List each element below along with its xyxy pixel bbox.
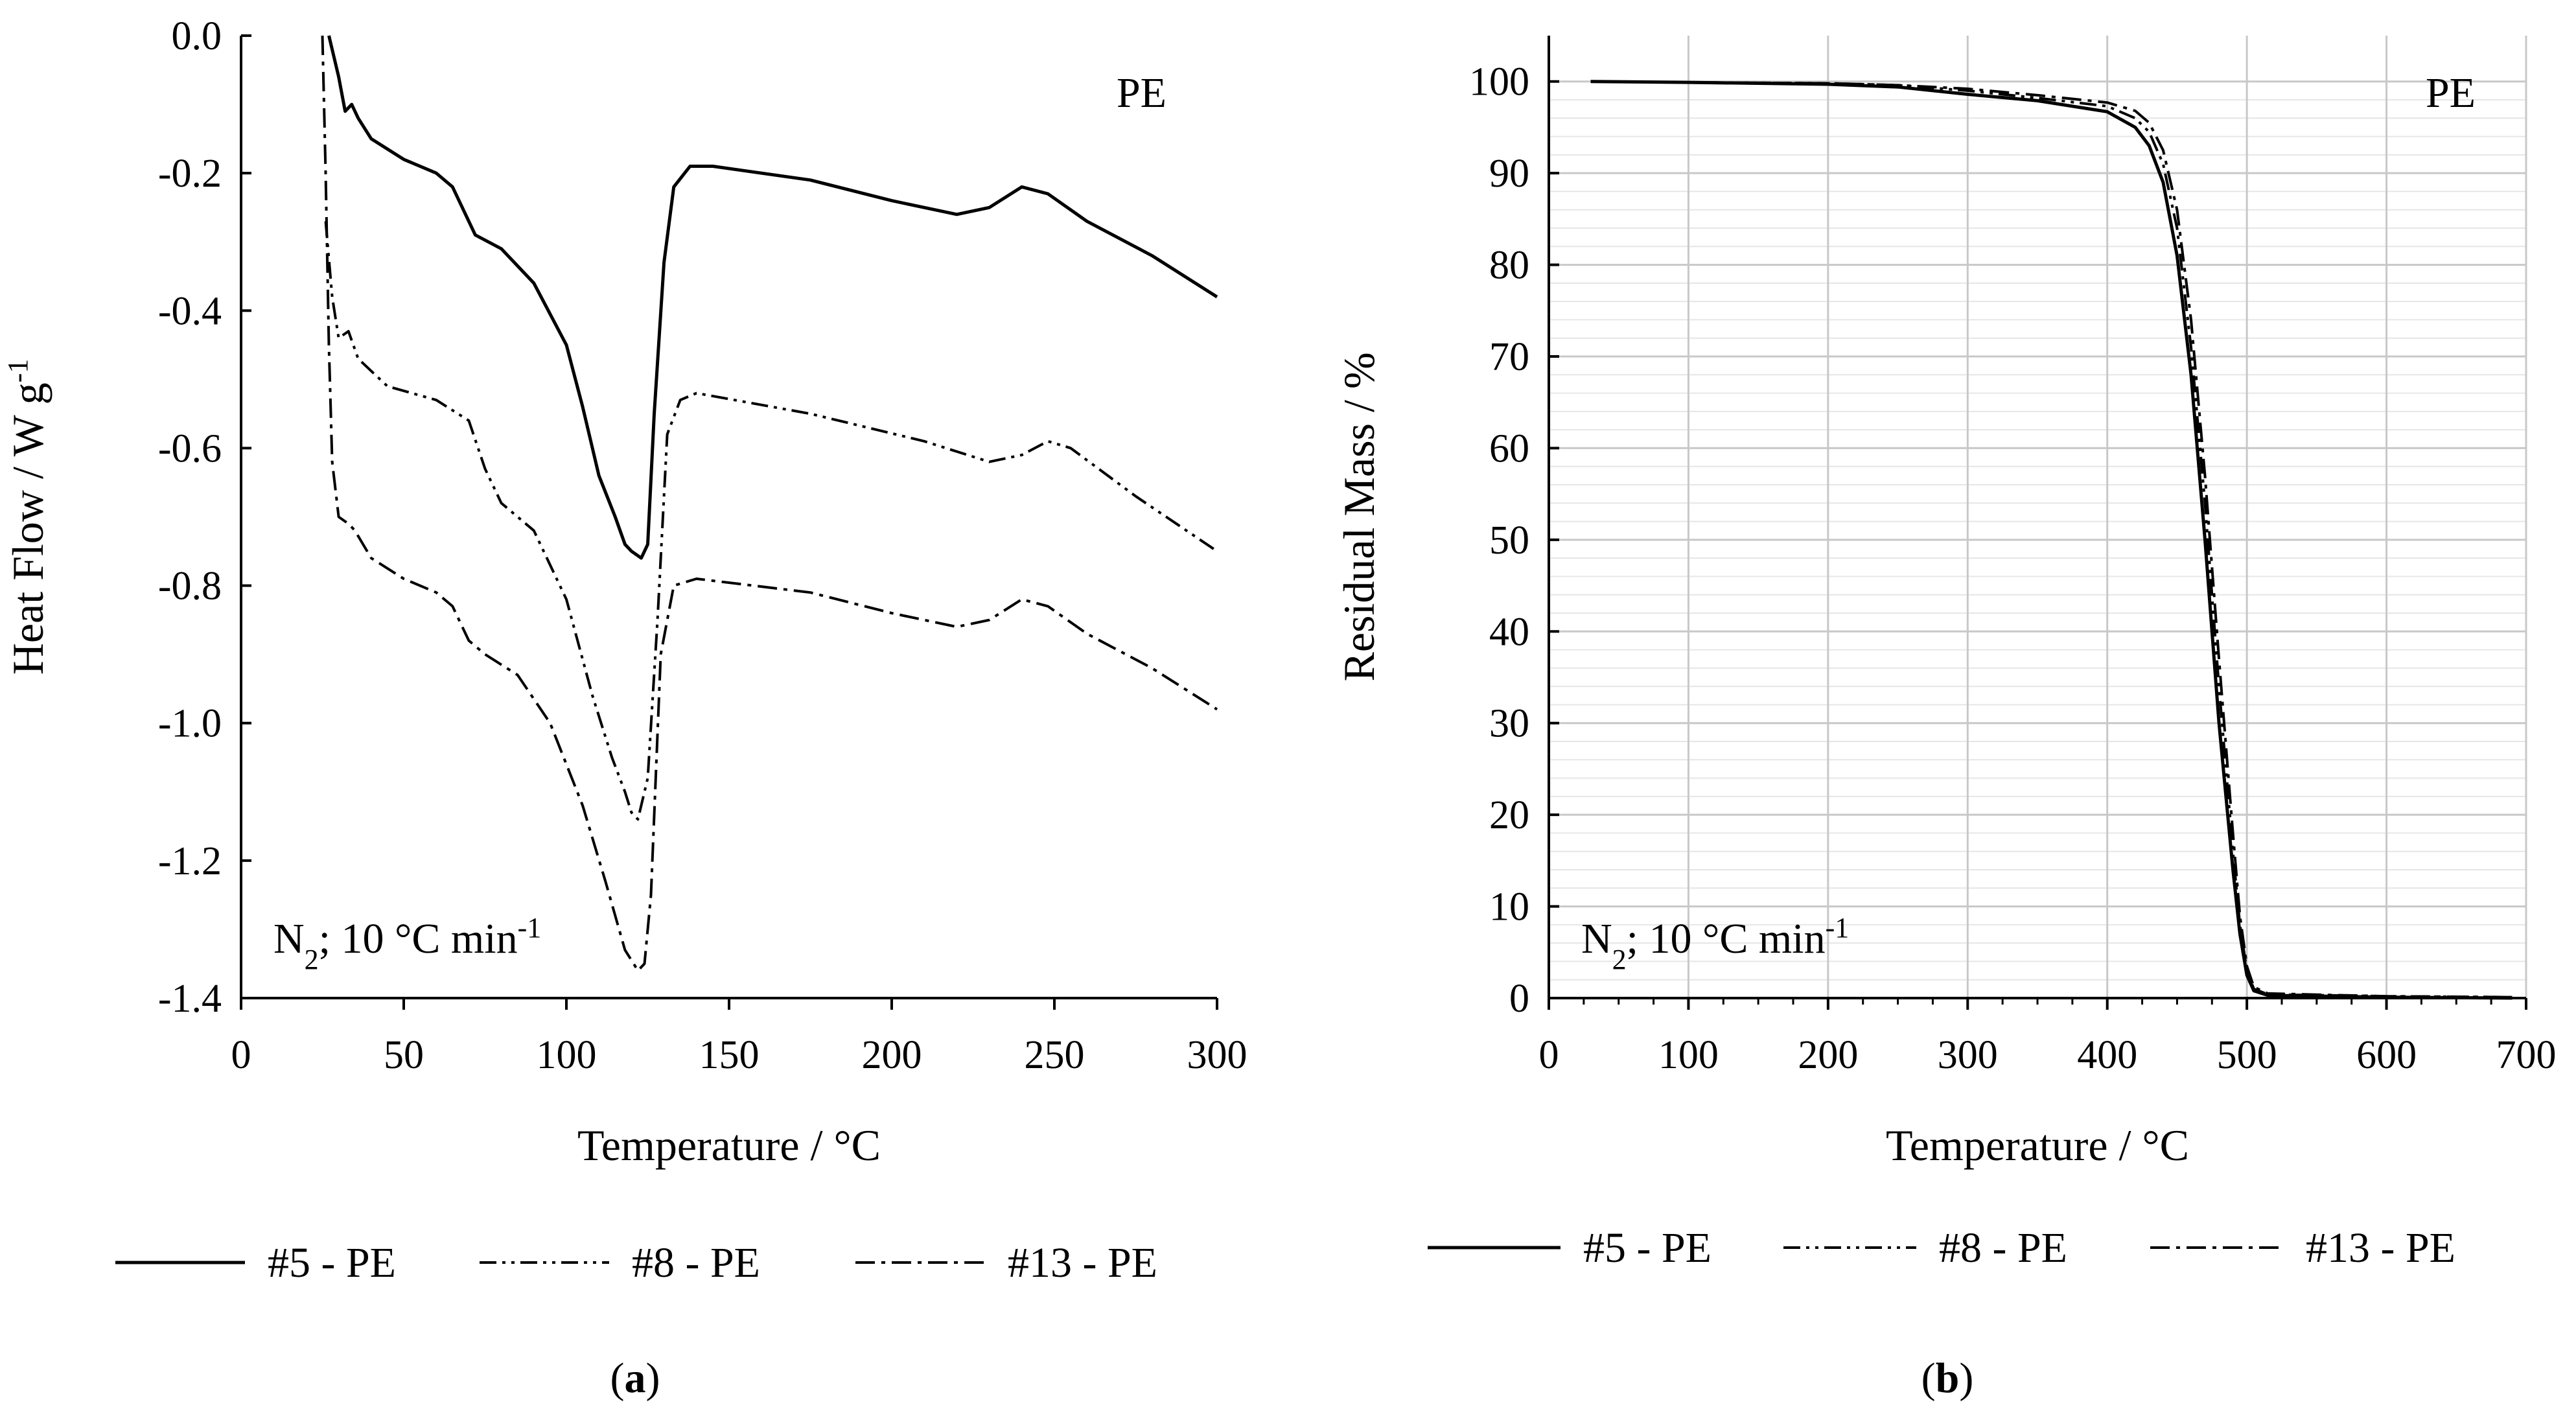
panel-a: 0.0 -0.2 -0.4 -0.6 -0.8 -1.0 -1.2 -1.40 50 100 150…	[2, 14, 1247, 1402]
x-tick-label: 500	[2217, 1033, 2277, 1077]
caption-open: (	[1921, 1355, 1936, 1402]
condition-superscript: -1	[1826, 912, 1850, 944]
x-tick-label: 300	[1187, 1033, 1247, 1077]
legend-label-1: #5 - PE	[268, 1239, 396, 1286]
x-tick-label: 100	[1658, 1033, 1719, 1077]
y-tick-label: 80	[1489, 244, 1529, 288]
gridlines	[1549, 36, 2527, 999]
y-tick-label: 0	[1509, 977, 1529, 1021]
caption-letter: b	[1936, 1355, 1960, 1402]
y-tick-label: -0.8	[158, 565, 222, 609]
y-axis-title-text: Residual Mass / %	[1334, 352, 1384, 681]
x-tick-label: 300	[1938, 1033, 1998, 1077]
x-tick-label: 50	[384, 1033, 424, 1077]
material-annotation: PE	[1117, 69, 1166, 117]
y-tick-label: 60	[1489, 426, 1529, 471]
x-tick-label: 600	[2356, 1033, 2417, 1077]
caption-close: )	[646, 1355, 660, 1402]
series-line-3	[1590, 80, 2512, 999]
y-tick-label: 100	[1469, 60, 1529, 104]
condition-base: N	[273, 915, 305, 962]
legend: #5 - PE #8 - PE #13 - PE	[115, 1239, 1157, 1286]
condition-rest: ; 10 °C min	[1627, 915, 1826, 962]
panel-b: 0 10 20 30 40 50 60 70 80 90 100 0 100 200 300 400 500 60…	[1334, 36, 2557, 1402]
legend-label-1: #5 - PE	[1583, 1224, 1712, 1272]
x-tick-label: 250	[1025, 1033, 1085, 1077]
material-annotation: PE	[2426, 69, 2476, 117]
panel-caption: (b)	[1921, 1355, 1974, 1402]
y-axis-title: Residual Mass / %	[1334, 352, 1384, 681]
x-tick-label: 0	[231, 1033, 251, 1077]
x-tick-label: 100	[537, 1033, 597, 1077]
x-tick-label: 150	[699, 1033, 760, 1077]
y-tick-label: -0.2	[158, 152, 222, 196]
legend-label-3: #13 - PE	[2306, 1224, 2455, 1272]
x-tick-label: 0	[1539, 1033, 1559, 1077]
caption-close: )	[1959, 1355, 1973, 1402]
y-tick-label: -1.2	[158, 839, 222, 883]
y-tick-label: 40	[1489, 610, 1529, 654]
legend-label-2: #8 - PE	[632, 1239, 760, 1286]
series-group	[1590, 80, 2512, 1000]
y-axis-title: Heat Flow / W g-1	[2, 359, 53, 675]
y-tick-label: -1.0	[158, 702, 222, 746]
x-axis-title: Temperature / °C	[1886, 1121, 2189, 1170]
y-tick-label: -0.6	[158, 426, 222, 471]
y-tick-label: 20	[1489, 793, 1529, 837]
y-axis-title-text: Heat Flow / W g	[3, 382, 52, 675]
x-tick-label: 200	[1798, 1033, 1858, 1077]
x-tick-label: 200	[862, 1033, 922, 1077]
legend-label-2: #8 - PE	[1939, 1224, 2067, 1272]
y-tick-label: 50	[1489, 518, 1529, 563]
series-line-2	[324, 221, 1218, 821]
series-line-3	[321, 35, 1218, 972]
panel-caption: (a)	[610, 1355, 660, 1402]
condition-rest: ; 10 °C min	[319, 915, 518, 962]
y-tick-label: 10	[1489, 885, 1529, 929]
condition-note: N2; 10 °C min-1	[273, 912, 541, 975]
condition-base: N	[1581, 915, 1612, 962]
y-tick-label: -0.4	[158, 289, 222, 333]
series-group	[321, 35, 1218, 972]
y-tick-label: -1.4	[158, 977, 222, 1021]
series-line-1	[327, 35, 1218, 560]
condition-note: N2; 10 °C min-1	[1581, 912, 1849, 975]
x-tick-label: 400	[2077, 1033, 2137, 1077]
y-tick-label: 30	[1489, 702, 1529, 746]
y-tick-label: 0.0	[172, 14, 222, 58]
y-tick-label: 90	[1489, 152, 1529, 196]
caption-open: (	[610, 1355, 625, 1402]
y-axis-title-superscript: -1	[2, 359, 34, 383]
condition-subscript: 2	[1612, 944, 1627, 975]
x-axis-title: Temperature / °C	[577, 1121, 881, 1170]
condition-superscript: -1	[518, 912, 542, 944]
condition-subscript: 2	[305, 944, 319, 975]
y-tick-label: 70	[1489, 335, 1529, 379]
x-tick-label: 700	[2496, 1033, 2557, 1077]
legend: #5 - PE #8 - PE #13 - PE	[1428, 1224, 2455, 1272]
caption-letter: a	[625, 1355, 646, 1402]
legend-label-3: #13 - PE	[1008, 1239, 1157, 1286]
